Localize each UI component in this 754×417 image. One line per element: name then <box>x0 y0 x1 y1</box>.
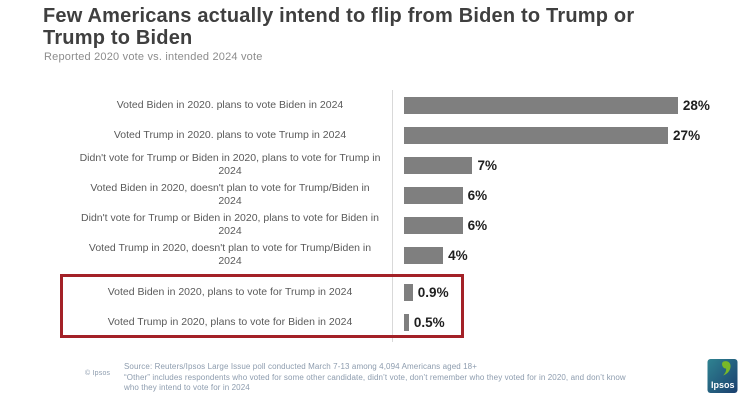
ipsos-logo-text: Ipsos <box>711 380 735 390</box>
value-label: 27% <box>673 127 701 143</box>
source-line-3: who they intend to vote for in 2024 <box>124 383 250 392</box>
bar-cell: 6% <box>404 216 488 234</box>
chart-title: Few Americans actually intend to flip fr… <box>43 5 634 49</box>
category-label-line: Voted Trump in 2020, plans to vote for B… <box>107 315 353 328</box>
category-label-line: Voted Biden in 2020, doesn't plan to vot… <box>90 182 370 194</box>
chart-rows: Voted Biden in 2020. plans to vote Biden… <box>60 90 754 337</box>
category-label: Voted Biden in 2020. plans to vote Biden… <box>70 99 390 112</box>
category-label-line: Didn't vote for Trump or Biden in 2020, … <box>81 212 379 224</box>
chart-row: Didn't vote for Trump or Biden in 2020, … <box>60 150 754 180</box>
ipsos-logo-accent <box>722 361 731 376</box>
bar <box>404 126 669 144</box>
category-label-line: Voted Biden in 2020. plans to vote Biden… <box>116 98 344 111</box>
chart-row: Voted Trump in 2020, plans to vote for B… <box>60 307 754 337</box>
value-label: 0.9% <box>417 284 449 300</box>
bar <box>404 246 444 264</box>
category-label-line: Didn't vote for Trump or Biden in 2020, … <box>79 152 381 164</box>
category-label: Didn't vote for Trump or Biden in 2020, … <box>70 212 390 238</box>
ipsos-logo: Ipsos <box>707 359 738 393</box>
bar-cell: 7% <box>404 156 497 174</box>
value-label: 6% <box>467 217 488 233</box>
bar <box>404 283 413 301</box>
category-label-line: 2024 <box>218 195 242 207</box>
value-label: 28% <box>682 97 710 113</box>
chart-title-line-2: Trump to Biden <box>43 27 193 49</box>
category-label-line: 2024 <box>218 165 242 177</box>
category-label: Voted Biden in 2020, doesn't plan to vot… <box>70 182 390 208</box>
category-label-line: Voted Trump in 2020. plans to vote Trump… <box>113 128 347 141</box>
bar-cell: 28% <box>404 96 710 114</box>
source-line-1: Source: Reuters/Ipsos Large Issue poll c… <box>124 362 477 371</box>
chart-row: Voted Biden in 2020, plans to vote for T… <box>60 277 754 307</box>
bar-cell: 27% <box>404 126 701 144</box>
source-line-2: “Other” includes respondents who voted f… <box>124 372 626 382</box>
chart-row: Voted Trump in 2020. plans to vote Trump… <box>60 120 754 150</box>
category-axis-line <box>392 90 393 342</box>
chart-subtitle: Reported 2020 vote vs. intended 2024 vot… <box>44 51 263 63</box>
chart-row: Voted Biden in 2020. plans to vote Biden… <box>60 90 754 120</box>
bar <box>404 216 463 234</box>
category-label: Voted Trump in 2020, plans to vote for B… <box>70 316 390 329</box>
bar <box>404 156 473 174</box>
category-label-line: 2024 <box>218 255 242 267</box>
bar <box>404 96 678 114</box>
category-label: Voted Biden in 2020, plans to vote for T… <box>70 286 390 299</box>
value-label: 6% <box>467 187 488 203</box>
chart-row: Voted Trump in 2020, doesn't plan to vot… <box>60 240 754 270</box>
bar <box>404 186 463 204</box>
source-note: Source: Reuters/Ipsos Large Issue poll c… <box>124 362 626 394</box>
category-label: Voted Trump in 2020. plans to vote Trump… <box>70 129 390 142</box>
chart-row: Didn't vote for Trump or Biden in 2020, … <box>60 210 754 240</box>
copyright-text: © Ipsos <box>85 370 111 377</box>
bar-cell: 6% <box>404 186 488 204</box>
value-label: 4% <box>448 247 468 263</box>
value-label: 0.5% <box>413 314 445 330</box>
category-label: Didn't vote for Trump or Biden in 2020, … <box>70 152 390 178</box>
category-label: Voted Trump in 2020, doesn't plan to vot… <box>70 242 390 268</box>
category-label-line: Voted Biden in 2020, plans to vote for T… <box>107 285 353 298</box>
bar <box>404 313 409 331</box>
category-label-line: Voted Trump in 2020, doesn't plan to vot… <box>88 242 372 254</box>
category-label-line: 2024 <box>218 225 242 237</box>
bar-cell: 0.9% <box>404 283 449 301</box>
bar-cell: 4% <box>404 246 468 264</box>
value-label: 7% <box>477 157 497 173</box>
chart-title-line-1: Few Americans actually intend to flip fr… <box>43 5 635 27</box>
bar-cell: 0.5% <box>404 313 445 331</box>
chart-row: Voted Biden in 2020, doesn't plan to vot… <box>60 180 754 210</box>
